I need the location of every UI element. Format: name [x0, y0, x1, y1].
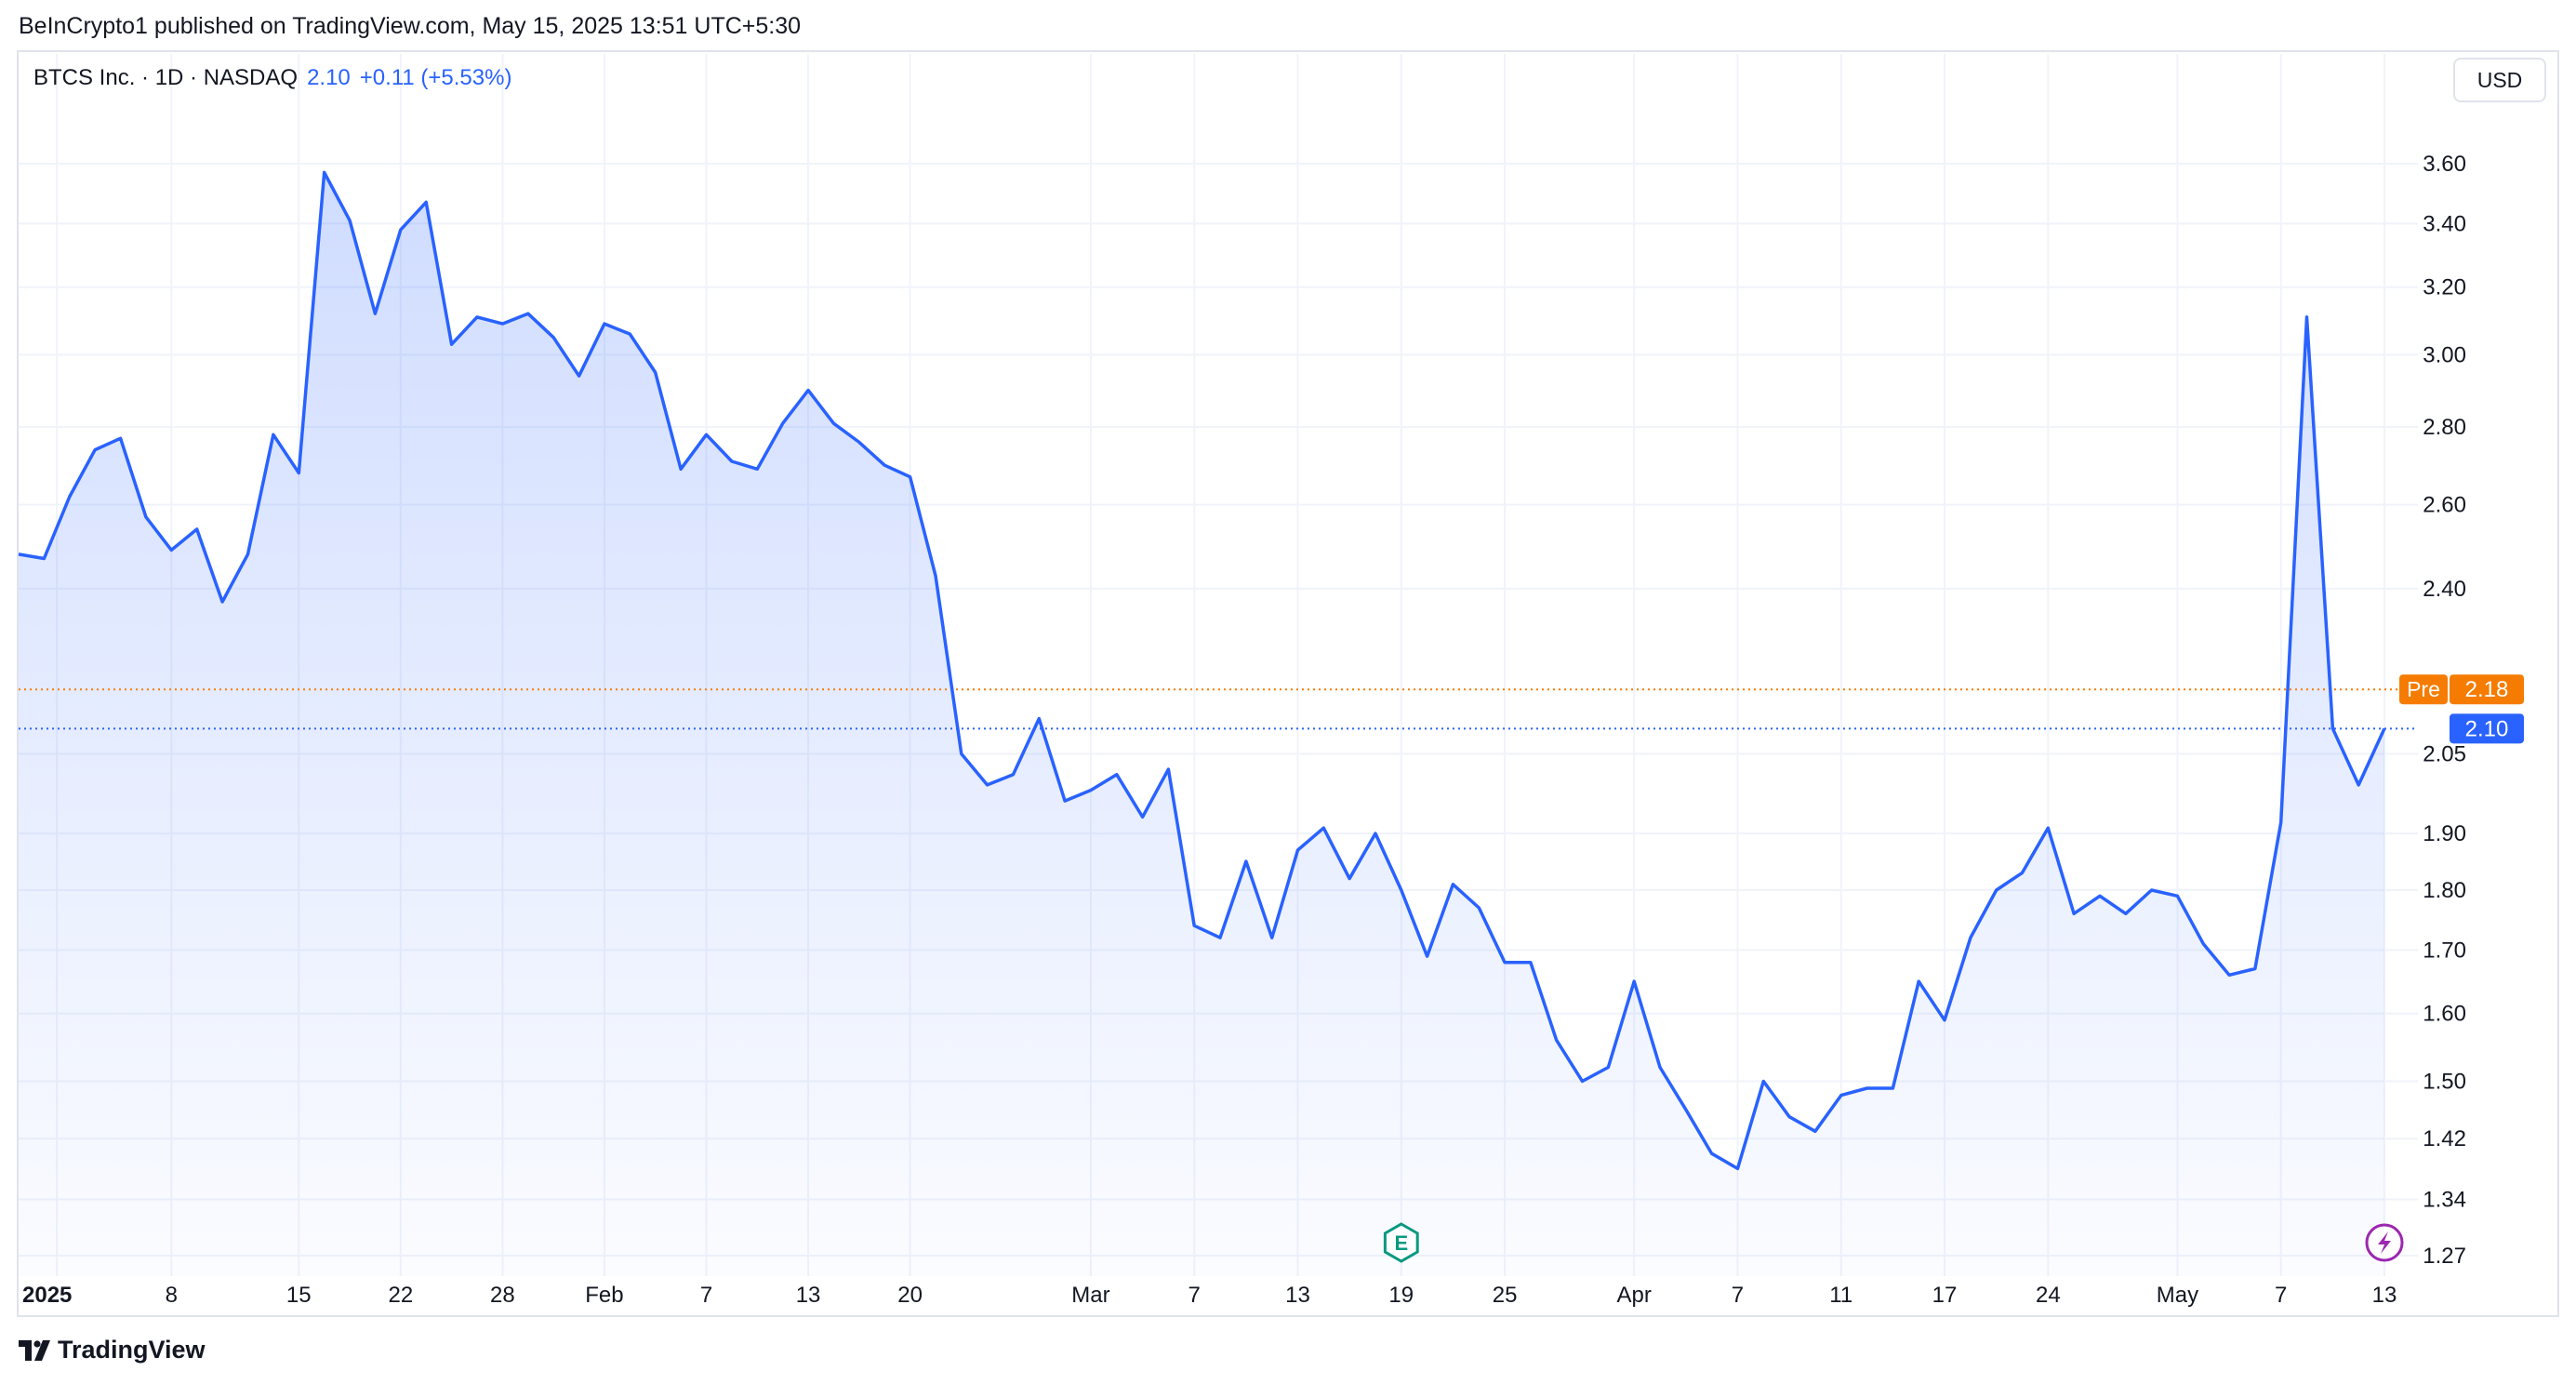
y-tick-label: 2.05: [2423, 741, 2466, 766]
price-change: +0.11 (+5.53%): [359, 65, 512, 90]
earnings-icon: [1383, 1222, 1419, 1263]
y-tick-label: 3.20: [2423, 275, 2466, 300]
price-tag-prefix-bg: [2399, 674, 2448, 705]
event-markers: E: [1383, 1222, 2404, 1263]
y-tick-label: 1.60: [2423, 1002, 2466, 1027]
price-tag-bg: [2450, 713, 2524, 744]
y-tick-label: 1.34: [2423, 1188, 2466, 1213]
lightning-bolt: [2378, 1231, 2391, 1254]
y-tick-label: 2.40: [2423, 577, 2466, 602]
x-tick-label: 11: [1829, 1283, 1852, 1308]
x-tick-label: 20: [897, 1283, 923, 1308]
x-tick-label: 7: [1732, 1283, 1744, 1308]
x-tick-label: 25: [1493, 1283, 1518, 1308]
symbol-label: BTCS Inc. · 1D · NASDAQ: [33, 65, 299, 90]
y-tick-label: 1.90: [2423, 821, 2466, 846]
x-axis: 2025 8 15 22 28 Feb 7 13 20 Mar 7 13 19 25 Apr 7 11 17 24 M…: [22, 1283, 2397, 1308]
price-tag-1: 2.10: [2450, 713, 2524, 744]
price-tags: Pre 2.18 2.10: [2399, 674, 2524, 744]
price-tag-prefix: Pre: [2407, 677, 2440, 701]
x-tick-label: 15: [286, 1283, 312, 1308]
y-tick-label: 1.50: [2423, 1069, 2466, 1094]
last-price: 2.10: [307, 65, 351, 90]
y-tick-label: 1.70: [2423, 938, 2466, 963]
symbol-legend: BTCS Inc. · 1D · NASDAQ 2.10 +0.11 (+5.53%…: [33, 65, 511, 91]
x-tick-label: 19: [1388, 1283, 1414, 1308]
x-tick-label: 7: [2275, 1283, 2287, 1308]
publisher-line: BeInCrypto1 published on TradingView.com…: [19, 13, 802, 39]
y-axis: 3.60 3.40 3.20 3.00 2.80 2.60 2.40 2.05 1.90 1.80…: [2423, 152, 2466, 1269]
x-tick-label: May: [2157, 1283, 2198, 1308]
dividend-marker[interactable]: [2365, 1223, 2404, 1262]
x-tick-label: 8: [166, 1283, 178, 1308]
price-area: [19, 172, 2384, 1276]
x-tick-label: Mar: [1071, 1283, 1109, 1308]
x-tick-label: 2025: [22, 1283, 72, 1308]
y-tick-label: 3.60: [2423, 152, 2466, 177]
y-tick-label: 2.80: [2423, 415, 2466, 440]
x-tick-label: 24: [2036, 1283, 2061, 1308]
x-tick-label: Feb: [585, 1283, 623, 1308]
y-tick-label: 3.40: [2423, 211, 2466, 236]
price-tag-0: Pre 2.18: [2399, 674, 2524, 705]
tradingview-logo: TradingView: [19, 1336, 206, 1364]
y-tick-label: 1.42: [2423, 1126, 2466, 1151]
tradingview-logo-icon: [19, 1339, 50, 1361]
x-tick-label: 28: [490, 1283, 515, 1308]
price-line-series: [18, 170, 2386, 1171]
price-lines: [19, 688, 2418, 730]
earnings-letter: E: [1394, 1231, 1408, 1255]
price-tag-value: 2.10: [2465, 716, 2509, 741]
y-tick-label: 2.60: [2423, 493, 2466, 518]
y-tick-label: 1.80: [2423, 878, 2466, 903]
x-tick-label: 13: [1285, 1283, 1310, 1308]
price-tag-value: 2.18: [2465, 677, 2509, 702]
price-tag-bg: [2450, 674, 2524, 705]
y-tick-label: 3.00: [2423, 342, 2466, 367]
x-tick-label: 7: [700, 1283, 712, 1308]
x-tick-label: 7: [1188, 1283, 1201, 1308]
earnings-marker[interactable]: E: [1383, 1222, 1419, 1263]
x-tick-label: 13: [2372, 1283, 2397, 1308]
x-tick-label: 17: [1932, 1283, 1958, 1308]
tradingview-logo-text: TradingView: [58, 1336, 206, 1364]
area-fill: [19, 172, 2384, 1276]
x-tick-label: 13: [796, 1283, 821, 1308]
x-tick-label: Apr: [1616, 1283, 1651, 1308]
x-tick-label: 22: [388, 1283, 413, 1308]
y-tick-label: 1.27: [2423, 1244, 2466, 1269]
price-line: [18, 170, 2386, 1171]
currency-button[interactable]: USD: [2453, 58, 2546, 102]
